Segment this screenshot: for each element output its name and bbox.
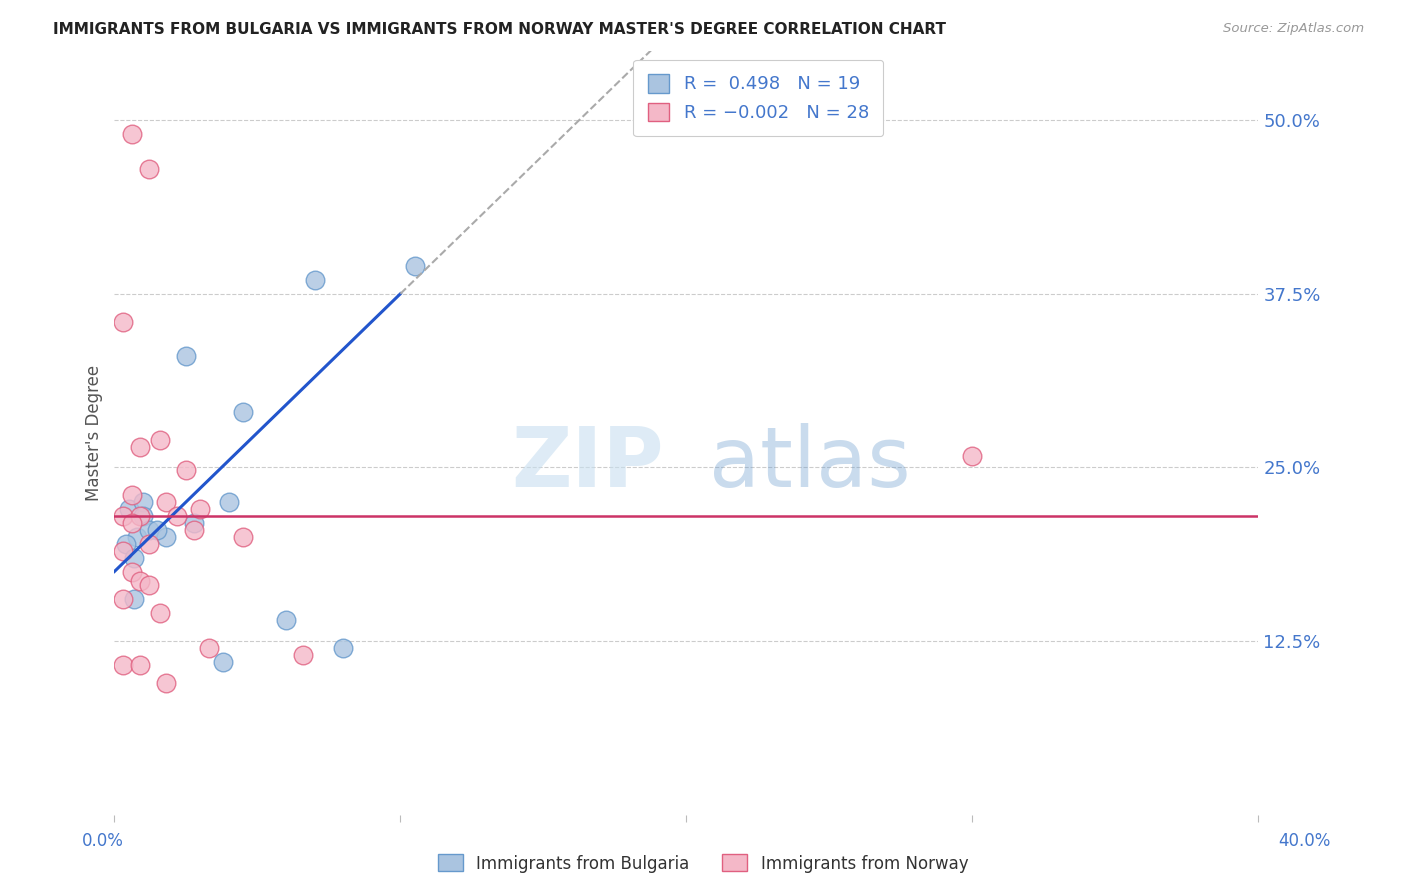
Point xyxy=(111,657,134,672)
Point xyxy=(274,613,297,627)
Point xyxy=(218,495,240,509)
Point xyxy=(232,530,254,544)
Point xyxy=(111,314,134,328)
Point xyxy=(124,592,146,607)
Point xyxy=(232,405,254,419)
Point xyxy=(129,657,152,672)
Point xyxy=(127,530,149,544)
Point xyxy=(121,488,143,502)
Text: IMMIGRANTS FROM BULGARIA VS IMMIGRANTS FROM NORWAY MASTER'S DEGREE CORRELATION C: IMMIGRANTS FROM BULGARIA VS IMMIGRANTS F… xyxy=(53,22,946,37)
Point xyxy=(198,640,221,655)
Point xyxy=(138,578,160,592)
Text: 0.0%: 0.0% xyxy=(82,831,124,849)
Point xyxy=(129,508,152,523)
Point xyxy=(111,508,134,523)
Point xyxy=(121,516,143,530)
Point xyxy=(129,574,152,589)
Point xyxy=(332,640,354,655)
Legend: Immigrants from Bulgaria, Immigrants from Norway: Immigrants from Bulgaria, Immigrants fro… xyxy=(430,847,976,880)
Point xyxy=(118,502,141,516)
Point xyxy=(304,273,326,287)
Point xyxy=(183,523,205,537)
Point xyxy=(111,543,134,558)
Point xyxy=(138,161,160,176)
Text: Source: ZipAtlas.com: Source: ZipAtlas.com xyxy=(1223,22,1364,36)
Legend: R =  0.498   N = 19, R = −0.002   N = 28: R = 0.498 N = 19, R = −0.002 N = 28 xyxy=(633,60,883,136)
Point xyxy=(962,449,984,463)
Point xyxy=(149,433,172,447)
Point xyxy=(174,463,197,477)
Point xyxy=(155,495,177,509)
Point xyxy=(149,606,172,620)
Point xyxy=(166,508,188,523)
Point xyxy=(183,516,205,530)
Point xyxy=(132,508,155,523)
Text: atlas: atlas xyxy=(709,423,911,504)
Point xyxy=(404,259,426,273)
Point xyxy=(111,592,134,607)
Point xyxy=(292,648,315,662)
Point xyxy=(124,550,146,565)
Point xyxy=(138,523,160,537)
Point xyxy=(121,127,143,141)
Text: 40.0%: 40.0% xyxy=(1278,831,1331,849)
Point xyxy=(155,530,177,544)
Point xyxy=(138,537,160,551)
Point xyxy=(115,537,138,551)
Point xyxy=(188,502,211,516)
Point xyxy=(121,565,143,579)
Y-axis label: Master's Degree: Master's Degree xyxy=(86,365,103,500)
Point xyxy=(155,675,177,690)
Point xyxy=(129,440,152,454)
Point xyxy=(212,655,235,669)
Point xyxy=(174,349,197,363)
Point xyxy=(132,495,155,509)
Point xyxy=(146,523,169,537)
Text: ZIP: ZIP xyxy=(510,423,664,504)
